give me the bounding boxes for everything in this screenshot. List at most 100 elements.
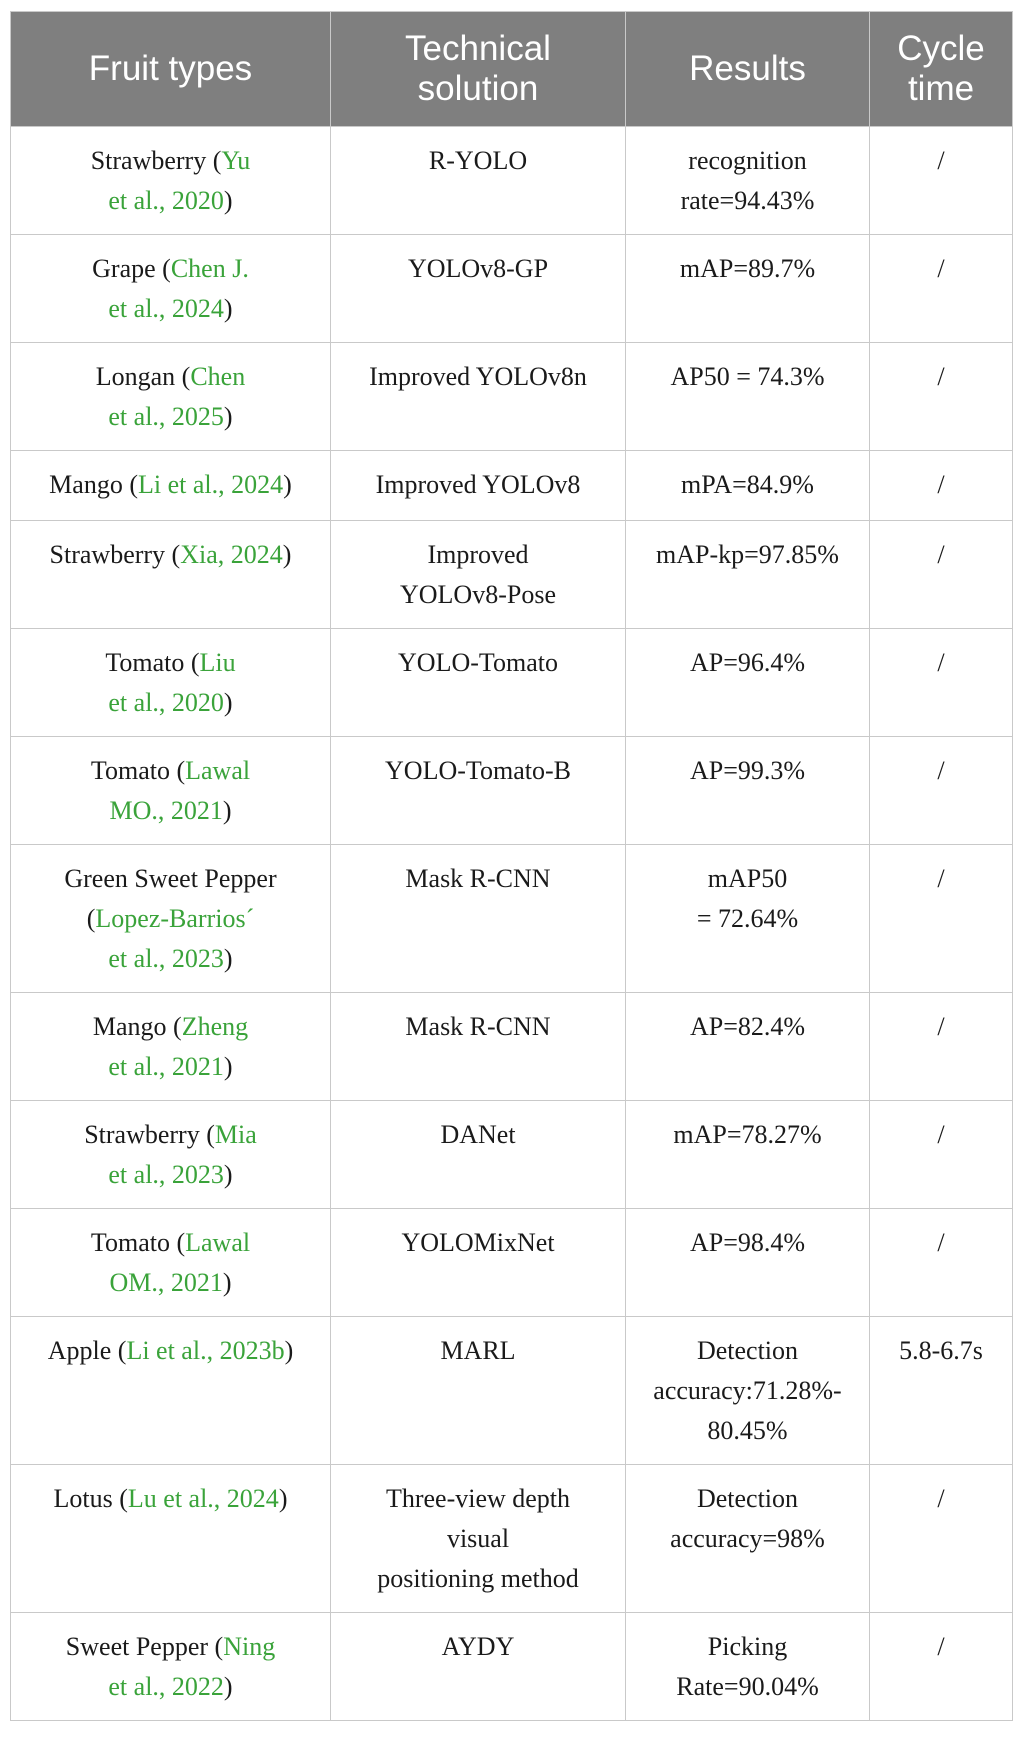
table-row: Mango (Zheng et al., 2021) Mask R-CNN AP=8… [10,992,1013,1101]
closing-paren: ) [223,1160,233,1189]
fruit-name: Grape ( [92,254,171,283]
fruit-type-cell: Apple (Li et al., 2023b) [10,1316,331,1465]
technical-solution-cell: Improved YOLOv8 [330,450,626,521]
citation-link[interactable]: Chen et al., 2025 [108,362,246,431]
citation-link[interactable]: Zheng et al., 2021 [108,1012,249,1081]
table-row: Strawberry (Yu et al., 2020) R-YOLO recogn… [10,126,1013,235]
result-text: mAP=89.7% [679,254,816,283]
technical-solution-cell: YOLO-Tomato-B [330,736,626,845]
closing-paren: ) [223,1052,233,1081]
technical-solution-text: Improved YOLOv8 [375,470,581,499]
fruit-type-cell: Mango (Zheng et al., 2021) [10,992,331,1101]
citation-link[interactable]: Li et al., 2023b [126,1336,285,1365]
header-row: Fruit types Technical solution Results C… [10,11,1013,127]
cycle-time-text: / [937,362,945,391]
fruit-type-text: Mango (Li et al., 2024) [21,465,320,505]
cycle-time-cell: / [869,1612,1013,1721]
fruit-type-cell: Lotus (Lu et al., 2024) [10,1464,331,1613]
fruit-type-cell: Strawberry (Yu et al., 2020) [10,126,331,235]
fruit-type-cell: Tomato (Lawal OM., 2021) [10,1208,331,1317]
fruit-name: Mango ( [49,470,138,499]
citation-link[interactable]: Li et al., 2024 [138,470,284,499]
result-cell: AP=98.4% [625,1208,870,1317]
result-text: AP50 = 74.3% [670,362,825,391]
cycle-time-cell: 5.8-6.7s [869,1316,1013,1465]
fruit-name: Strawberry ( [90,146,222,175]
table-row: Apple (Li et al., 2023b) MARL Detection ac… [10,1316,1013,1465]
technical-solution-cell: YOLOMixNet [330,1208,626,1317]
technical-solution-cell: Three-view depth visual positioning meth… [330,1464,626,1613]
fruit-type-text: Grape (Chen J. et al., 2024) [21,249,320,329]
cycle-time-text: / [937,648,945,677]
cycle-time-cell: / [869,844,1013,993]
citation-link[interactable]: Yu et al., 2020 [108,146,251,215]
fruit-name: Lotus ( [53,1484,128,1513]
fruit-type-text: Strawberry (Yu et al., 2020) [21,141,320,221]
citation-link[interactable]: Liu et al., 2020 [108,648,236,717]
citation-link[interactable]: Xia, 2024 [180,540,283,569]
table-row: Longan (Chen et al., 2025) Improved YOLOv… [10,342,1013,451]
result-cell: AP=99.3% [625,736,870,845]
result-cell: Detection accuracy=98% [625,1464,870,1613]
result-text: mAP50 = 72.64% [696,864,799,933]
table-row: Grape (Chen J. et al., 2024) YOLOv8-GP mAP… [10,234,1013,343]
closing-paren: ) [223,944,233,973]
fruit-type-text: Apple (Li et al., 2023b) [21,1331,320,1371]
citation-link[interactable]: Lawal MO., 2021 [109,756,251,825]
fruit-name: Tomato ( [90,756,186,785]
citation-link[interactable]: Lawal OM., 2021 [109,1228,251,1297]
technical-solution-text: Three-view depth visual positioning meth… [377,1484,579,1593]
results-table-container: Fruit types Technical solution Results C… [10,11,1013,1721]
table-row: Tomato (Lawal OM., 2021) YOLOMixNet AP=98.… [10,1208,1013,1317]
fruit-type-text: Mango (Zheng et al., 2021) [21,1007,320,1087]
fruit-type-text: Tomato (Lawal OM., 2021) [21,1223,320,1303]
cycle-time-text: / [937,864,945,893]
result-cell: mPA=84.9% [625,450,870,521]
cycle-time-text: / [937,540,945,569]
technical-solution-text: AYDY [441,1632,515,1661]
result-text: AP=99.3% [689,756,806,785]
citation-link[interactable]: Lu et al., 2024 [127,1484,279,1513]
technical-solution-text: Mask R-CNN [405,864,551,893]
citation-link[interactable]: Mia et al., 2023 [108,1120,257,1189]
table-row: Strawberry (Mia et al., 2023) DANet mAP=78… [10,1100,1013,1209]
cycle-time-text: / [937,1228,945,1257]
citation-link[interactable]: Lopez-Barrios´ et al., 2023 [95,904,255,973]
technical-solution-text: DANet [440,1120,516,1149]
closing-paren: ) [223,1672,233,1701]
cycle-time-text: / [937,1484,945,1513]
table-row: Lotus (Lu et al., 2024) Three-view depth … [10,1464,1013,1613]
result-cell: Picking Rate=90.04% [625,1612,870,1721]
fruit-type-text: Tomato (Lawal MO., 2021) [21,751,320,831]
fruit-type-text: Sweet Pepper (Ning et al., 2022) [21,1627,320,1707]
closing-paren: ) [278,1484,288,1513]
fruit-name: Strawberry ( [49,540,181,569]
closing-paren: ) [223,294,233,323]
fruit-type-text: Strawberry (Xia, 2024) [21,535,320,575]
technical-solution-cell: DANet [330,1100,626,1209]
cycle-time-text: / [937,1012,945,1041]
cycle-time-cell: / [869,342,1013,451]
cycle-time-cell: / [869,1464,1013,1613]
cycle-time-cell: / [869,1100,1013,1209]
result-text: mAP=78.27% [673,1120,822,1149]
result-cell: AP=82.4% [625,992,870,1101]
citation-link[interactable]: Chen J. et al., 2024 [108,254,249,323]
table-row: Green Sweet Pepper (Lopez-Barrios´ et al… [10,844,1013,993]
technical-solution-cell: Mask R-CNN [330,844,626,993]
header-fruit-types: Fruit types [10,11,331,127]
table-row: Tomato (Lawal MO., 2021) YOLO-Tomato-B AP=… [10,736,1013,845]
result-text: mPA=84.9% [681,470,814,499]
cycle-time-cell: / [869,736,1013,845]
header-label: Cycle time [897,29,985,108]
result-text: Picking Rate=90.04% [676,1632,819,1701]
technical-solution-cell: Mask R-CNN [330,992,626,1101]
cycle-time-text: / [937,470,945,499]
citation-link[interactable]: Ning et al., 2022 [108,1632,276,1701]
header-cycle-time: Cycle time [869,11,1013,127]
cycle-time-cell: / [869,992,1013,1101]
cycle-time-text: / [937,1120,945,1149]
closing-paren: ) [222,1268,232,1297]
technical-solution-cell: YOLOv8-GP [330,234,626,343]
fruit-type-text: Tomato (Liu et al., 2020) [21,643,320,723]
